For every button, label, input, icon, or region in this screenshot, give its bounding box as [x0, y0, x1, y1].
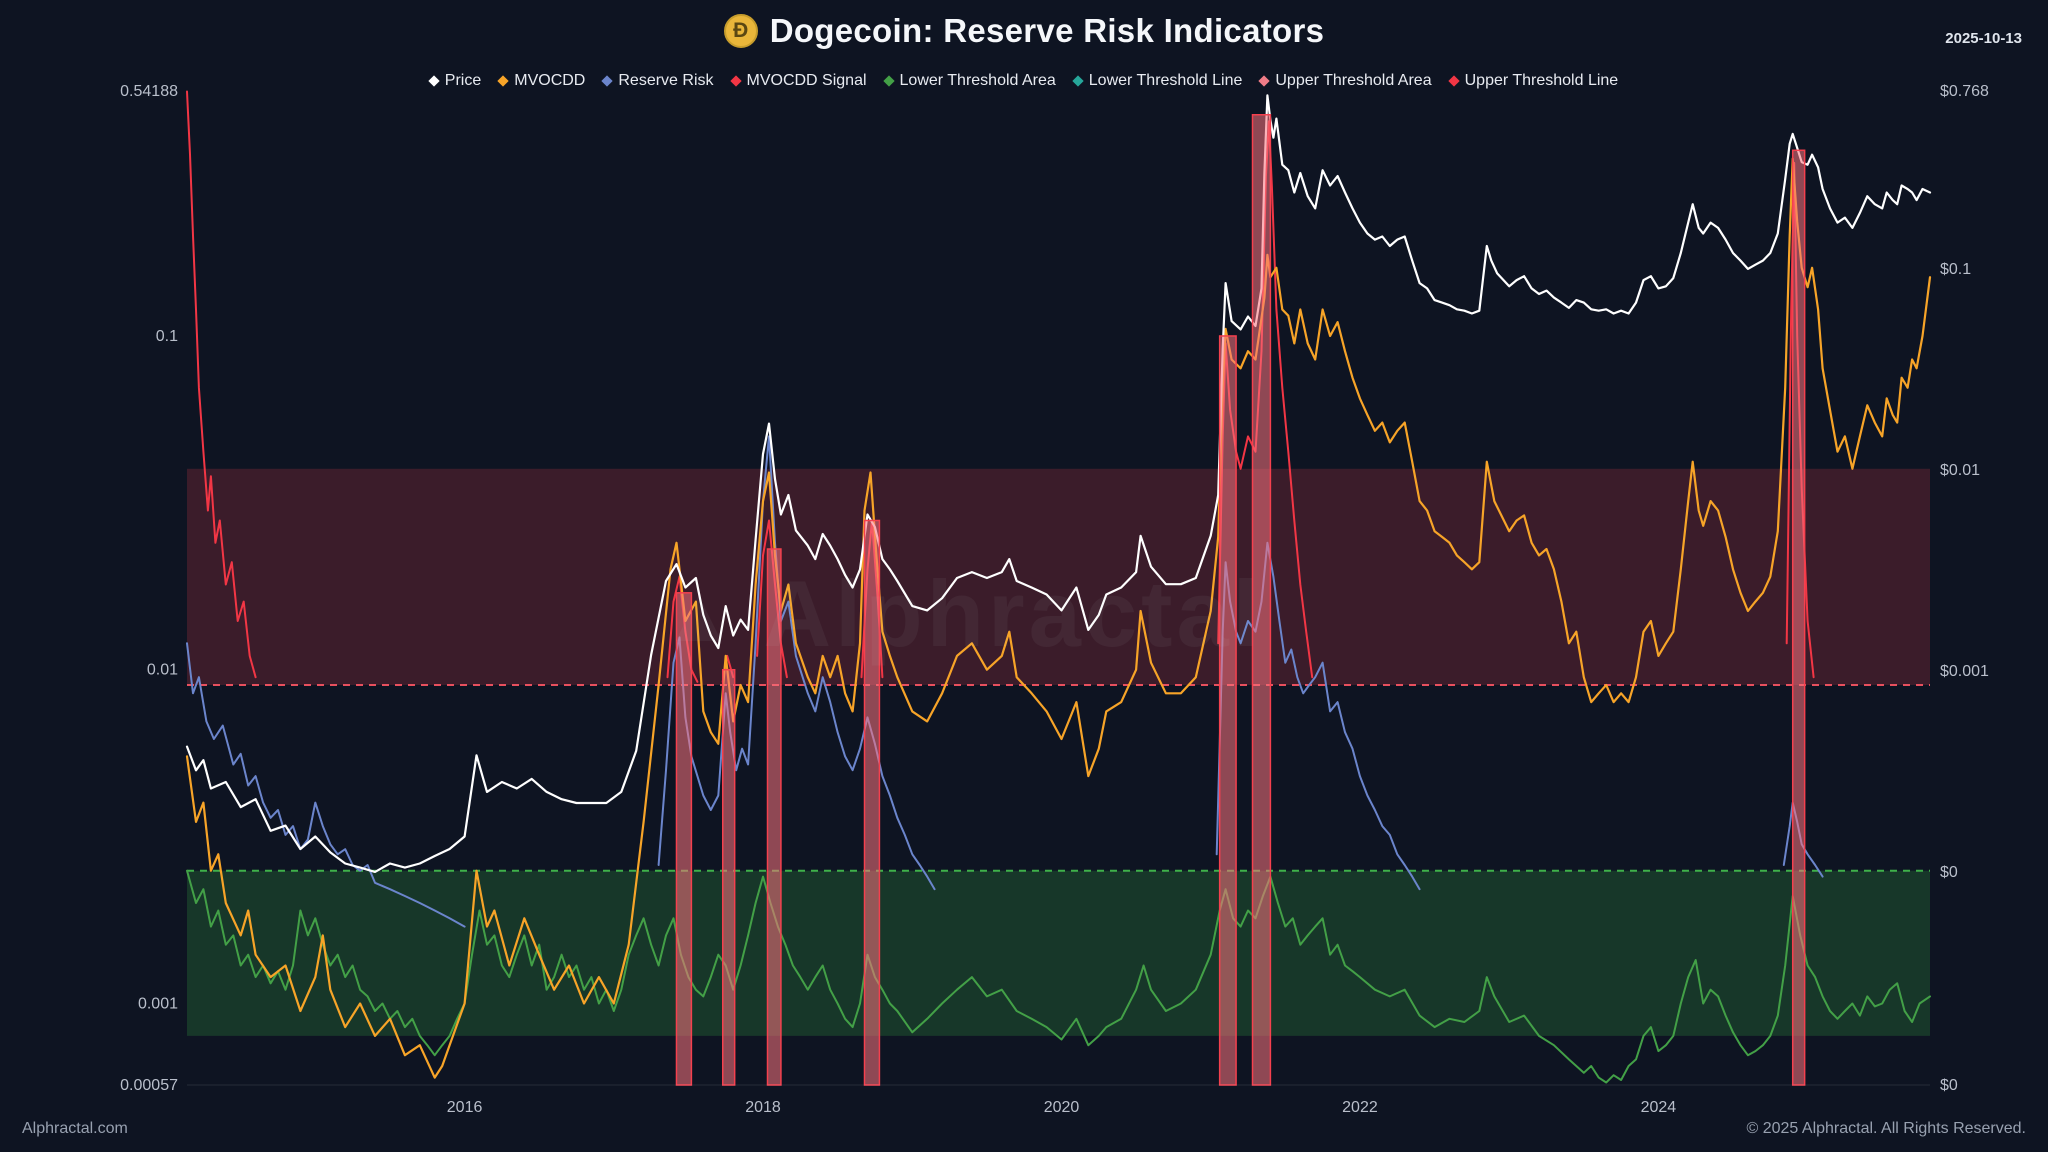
legend-label: Reserve Risk	[618, 72, 714, 89]
dogecoin-logo-glyph: Ð	[733, 19, 749, 42]
legend-item-upper-threshold-line[interactable]: Upper Threshold Line	[1447, 72, 1619, 90]
legend-marker-icon	[729, 75, 742, 87]
legend-label: Lower Threshold Line	[1088, 72, 1243, 89]
chart-date: 2025-10-13	[1945, 30, 2022, 47]
legend-label: Price	[444, 72, 482, 89]
price-line	[185, 94, 1932, 873]
legend-marker-icon	[1258, 75, 1271, 87]
x-axis-label: 2022	[1342, 1099, 1378, 1116]
legend-item-mvocdd[interactable]: MVOCDD	[497, 72, 586, 90]
footer-copyright: © 2025 Alphractal. All Rights Reserved.	[1746, 1120, 2027, 1137]
mvocdd-signal-bar	[1218, 335, 1237, 1086]
left-axis-label: 0.54188	[120, 83, 178, 100]
x-axis-label: 2020	[1044, 1099, 1080, 1116]
upper-threshold-area	[187, 468, 1930, 686]
page-title: Dogecoin: Reserve Risk Indicators	[769, 12, 1325, 49]
legend-marker-icon	[1072, 75, 1084, 87]
mvocdd-signal-line	[186, 90, 257, 679]
legend-item-lower-threshold-line[interactable]: Lower Threshold Line	[1072, 72, 1243, 90]
lower-band-line	[186, 869, 1931, 1084]
lower-threshold-area	[187, 870, 1930, 1036]
right-axis-label: $0	[1940, 864, 1958, 881]
legend-item-upper-threshold-area[interactable]: Upper Threshold Area	[1258, 72, 1432, 90]
left-axis-label: 0.001	[138, 996, 178, 1013]
left-axis-label: 0.01	[147, 662, 178, 679]
legend-label: MVOCDD Signal	[746, 72, 867, 89]
legend-label: Upper Threshold Area	[1275, 72, 1432, 89]
legend-label: MVOCDD	[514, 72, 586, 89]
footer-site: Alphractal.com	[22, 1120, 128, 1137]
right-axis-label: $0.1	[1940, 261, 1971, 278]
legend-label: Lower Threshold Area	[899, 72, 1056, 89]
right-axis-label: $0.01	[1940, 462, 1980, 479]
chart-legend: Price MVOCDD Reserve Risk MVOCDD Signal Lowe…	[0, 72, 2048, 90]
dogecoin-logo-icon: Ð	[723, 14, 758, 48]
x-axis-label: 2016	[447, 1099, 483, 1116]
right-axis-label: $0	[1940, 1077, 1958, 1094]
legend-label: Upper Threshold Line	[1464, 72, 1619, 89]
legend-marker-icon	[601, 75, 614, 87]
mvocdd-signal-bar	[766, 548, 782, 1086]
reserve-risk-line	[186, 642, 466, 928]
mvocdd-signal-bar	[1791, 149, 1806, 1086]
legend-marker-icon	[428, 75, 440, 87]
x-axis-label: 2024	[1641, 1099, 1677, 1116]
mvocdd-signal-bar	[1251, 113, 1272, 1086]
reserve-risk-line	[657, 435, 936, 891]
legend-marker-icon	[497, 75, 509, 87]
legend-marker-icon	[882, 75, 895, 87]
mvocdd-signal-bar	[721, 668, 736, 1086]
legend-item-reserve-risk[interactable]: Reserve Risk	[601, 72, 714, 90]
legend-marker-icon	[1447, 75, 1460, 87]
legend-item-lower-threshold-area[interactable]: Lower Threshold Area	[882, 72, 1056, 90]
left-axis-label: 0.1	[156, 328, 178, 345]
x-axis-label: 2018	[745, 1099, 781, 1116]
header: Ð Dogecoin: Reserve Risk Indicators	[0, 12, 2048, 50]
right-axis-label: $0.001	[1940, 663, 1989, 680]
mvocdd-line	[185, 157, 1932, 1079]
reserve-risk-line	[1215, 541, 1421, 891]
left-axis-label: 0.00057	[120, 1077, 178, 1094]
mvocdd-signal-bar	[863, 519, 881, 1086]
legend-item-mvocdd-signal[interactable]: MVOCDD Signal	[729, 72, 867, 90]
legend-item-price[interactable]: Price	[428, 72, 482, 90]
mvocdd-signal-bar	[675, 592, 693, 1086]
right-axis-label: $0.768	[1940, 83, 1989, 100]
